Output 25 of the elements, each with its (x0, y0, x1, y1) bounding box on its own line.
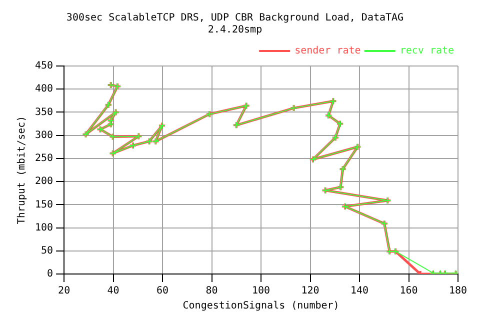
y-tick-label: 250 (35, 153, 54, 164)
chart-subtitle: 2.4.20smp (208, 24, 262, 36)
x-tick-label: 180 (448, 286, 468, 297)
y-tick-label: 200 (35, 176, 54, 188)
y-tick-label: 350 (35, 106, 54, 118)
legend-label: recv rate (400, 46, 454, 57)
y-tick-label: 400 (35, 84, 54, 95)
y-axis-title: Thruput (mbit/sec) (16, 116, 28, 224)
y-tick-label: 150 (35, 199, 54, 210)
legend-label: sender rate (294, 46, 361, 57)
x-tick-label: 60 (156, 286, 169, 297)
x-tick-label: 140 (350, 286, 369, 297)
x-tick-label: 160 (400, 286, 418, 297)
y-tick-label: 300 (35, 130, 54, 141)
x-tick-label: 100 (252, 286, 270, 297)
x-tick-label: 20 (58, 286, 70, 297)
x-tick-label: 80 (206, 286, 218, 297)
y-tick-label: 50 (41, 245, 54, 256)
y-tick-label: 100 (35, 222, 54, 234)
chart-title: 300sec ScalableTCP DRS, UDP CBR Background Load, DataTAG (66, 12, 404, 24)
y-tick-label: 450 (35, 60, 54, 72)
x-axis-title: CongestionSignals (number) (182, 300, 340, 312)
y-tick-label: 0 (47, 268, 54, 280)
x-tick-label: 120 (301, 286, 320, 297)
x-tick-label: 40 (107, 286, 120, 297)
